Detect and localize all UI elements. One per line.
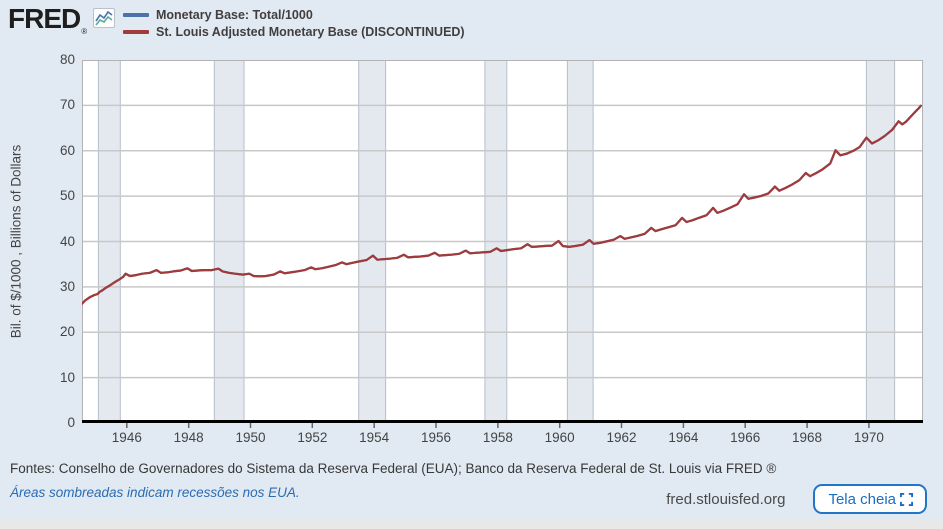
fullscreen-button-label: Tela cheia bbox=[828, 490, 896, 508]
x-tick-label: 1970 bbox=[853, 430, 884, 445]
y-tick-label: 40 bbox=[59, 233, 75, 249]
recession-note-text: Áreas sombreadas indicam recessões nos E… bbox=[10, 485, 300, 500]
x-tick-label: 1958 bbox=[482, 430, 513, 445]
x-tick-label: 1964 bbox=[668, 430, 699, 445]
y-tick-label: 60 bbox=[59, 142, 75, 158]
y-tick-label: 80 bbox=[59, 52, 75, 67]
x-tick-label: 1968 bbox=[792, 430, 823, 445]
fred-site-link[interactable]: fred.stlouisfed.org bbox=[666, 490, 786, 508]
plot-area[interactable] bbox=[82, 60, 923, 430]
legend-item-monetary-base: Monetary Base: Total/1000 bbox=[123, 7, 313, 23]
x-tick-label: 1948 bbox=[173, 430, 204, 445]
y-tick-label: 10 bbox=[59, 369, 75, 385]
legend-swatch-red bbox=[123, 30, 149, 34]
x-tick-label: 1956 bbox=[420, 430, 452, 445]
x-tick-label: 1950 bbox=[235, 430, 266, 445]
y-tick-label: 30 bbox=[59, 278, 75, 294]
y-axis-title: Bil. of $/1000 , Billions of Dollars bbox=[8, 144, 24, 339]
y-tick-label: 0 bbox=[67, 415, 75, 430]
legend-item-st-louis-base: St. Louis Adjusted Monetary Base (DISCON… bbox=[123, 24, 465, 40]
sources-text: Fontes: Conselho de Governadores do Sist… bbox=[10, 461, 777, 476]
x-tick-label: 1946 bbox=[111, 430, 142, 445]
legend-label: St. Louis Adjusted Monetary Base (DISCON… bbox=[156, 25, 465, 39]
legend-label: Monetary Base: Total/1000 bbox=[156, 8, 313, 22]
fullscreen-icon bbox=[900, 492, 913, 506]
bottom-strip bbox=[0, 519, 943, 529]
x-tick-label: 1952 bbox=[297, 430, 328, 445]
x-tick-label: 1954 bbox=[359, 430, 390, 445]
fred-logo-chart-icon bbox=[93, 8, 115, 28]
y-tick-label: 50 bbox=[59, 188, 75, 204]
series-line bbox=[82, 104, 922, 305]
fred-logo: FRED® bbox=[8, 3, 87, 36]
legend-swatch-blue bbox=[123, 13, 149, 17]
registered-trademark: ® bbox=[81, 27, 87, 36]
x-tick-label: 1960 bbox=[544, 430, 575, 445]
x-tick-label: 1966 bbox=[730, 430, 761, 445]
y-tick-label: 20 bbox=[59, 324, 75, 340]
x-tick-label: 1962 bbox=[606, 430, 637, 445]
y-tick-label: 70 bbox=[59, 97, 75, 113]
fullscreen-button[interactable]: Tela cheia bbox=[813, 484, 927, 514]
